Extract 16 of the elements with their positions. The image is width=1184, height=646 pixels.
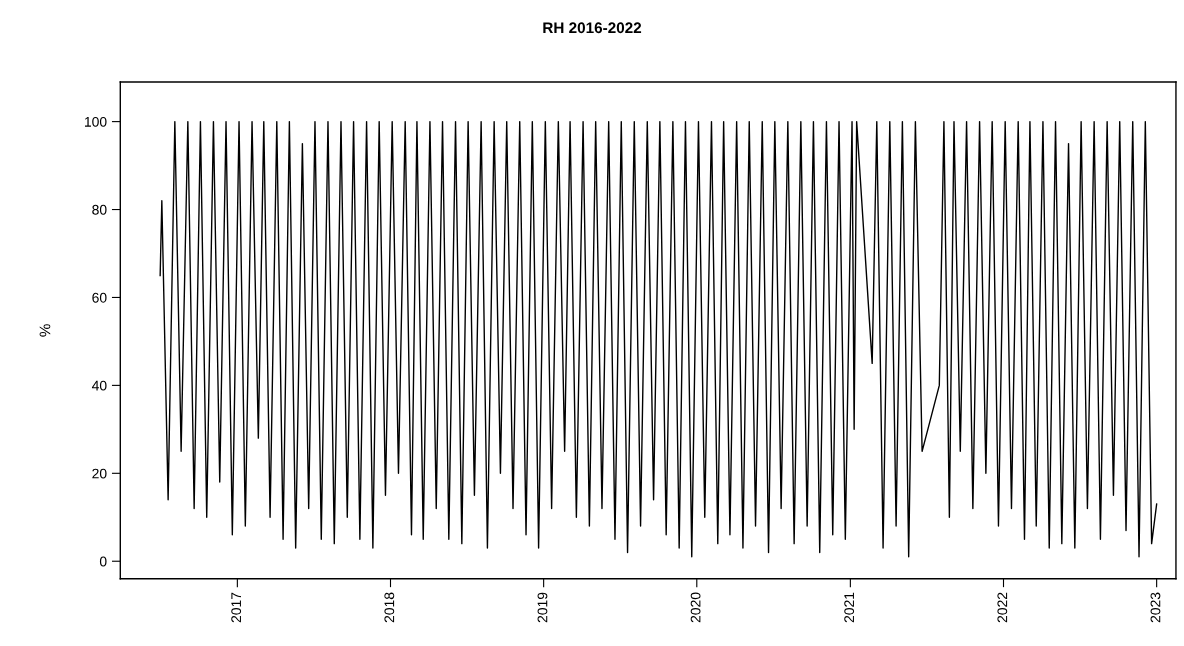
chart-title: RH 2016-2022: [543, 22, 642, 34]
line-series: [159, 120, 1158, 558]
y-tick-label: 0: [99, 556, 107, 567]
x-tick-label: 2022: [997, 592, 1008, 623]
y-tick-label: 80: [92, 204, 107, 215]
y-axis-title: %: [39, 324, 51, 337]
y-tick-label: 100: [84, 116, 107, 127]
x-tick-label: 2017: [231, 592, 242, 623]
x-tick-label: 2023: [1150, 592, 1161, 623]
x-tick-label: 2020: [690, 592, 701, 623]
y-tick-label: 40: [91, 380, 107, 391]
y-tick-label: 60: [92, 292, 107, 303]
x-tick-label: 2021: [844, 592, 855, 623]
x-tick-label: 2019: [537, 592, 548, 623]
x-tick-label: 2018: [384, 592, 395, 623]
y-tick-label: 20: [92, 468, 107, 479]
